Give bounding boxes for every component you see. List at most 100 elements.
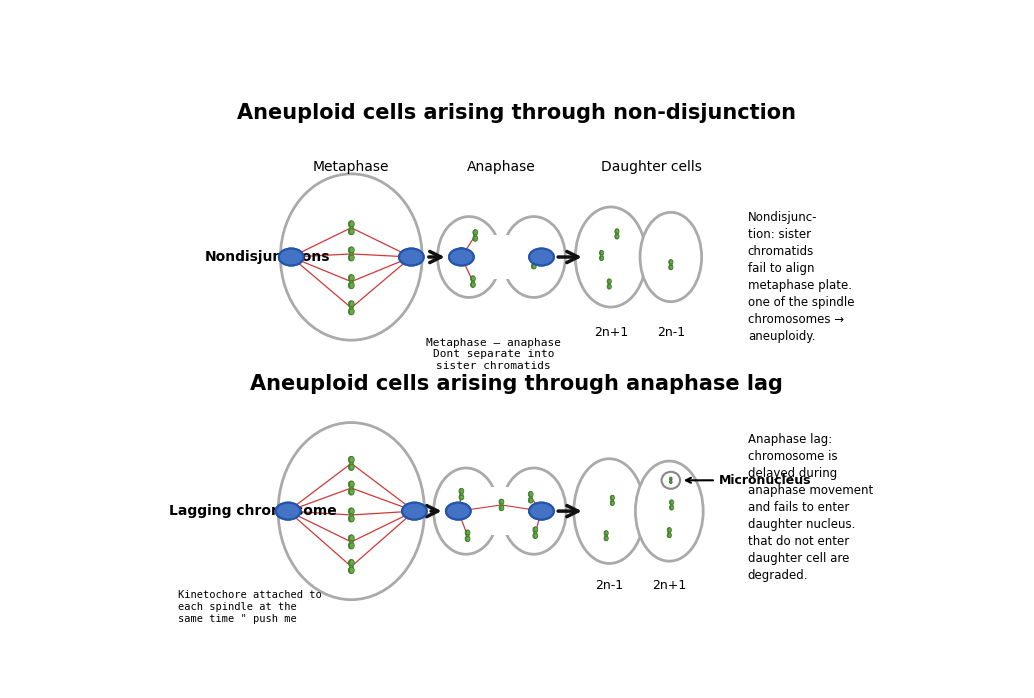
Ellipse shape: [348, 247, 353, 253]
Ellipse shape: [348, 301, 353, 307]
Ellipse shape: [500, 504, 503, 506]
Text: 2n+1: 2n+1: [594, 326, 628, 339]
Ellipse shape: [610, 500, 613, 505]
Ellipse shape: [528, 498, 533, 503]
Ellipse shape: [460, 253, 464, 259]
Ellipse shape: [446, 503, 470, 519]
Text: Kinetochore attached to
each spindle at the
same time " push me: Kinetochore attached to each spindle at …: [178, 591, 322, 623]
Ellipse shape: [351, 541, 354, 543]
Text: 2n-1: 2n-1: [596, 579, 624, 592]
Ellipse shape: [475, 235, 477, 237]
Text: Daughter cells: Daughter cells: [601, 160, 702, 174]
Ellipse shape: [670, 505, 673, 510]
Ellipse shape: [500, 499, 504, 505]
Ellipse shape: [351, 514, 354, 516]
Ellipse shape: [530, 496, 533, 498]
Ellipse shape: [533, 262, 535, 264]
Ellipse shape: [351, 306, 354, 309]
Ellipse shape: [349, 247, 355, 253]
Ellipse shape: [534, 527, 538, 533]
Ellipse shape: [349, 309, 355, 315]
Ellipse shape: [670, 500, 674, 505]
Ellipse shape: [670, 264, 672, 265]
Text: Aneuploid cells arising through anaphase lag: Aneuploid cells arising through anaphase…: [250, 374, 784, 394]
Ellipse shape: [668, 528, 671, 533]
Ellipse shape: [349, 514, 353, 516]
Ellipse shape: [670, 480, 672, 481]
Ellipse shape: [500, 505, 504, 511]
Ellipse shape: [610, 496, 613, 500]
Ellipse shape: [348, 309, 353, 315]
Ellipse shape: [670, 477, 672, 480]
Ellipse shape: [662, 472, 680, 489]
Ellipse shape: [611, 500, 614, 505]
Ellipse shape: [668, 532, 670, 533]
Ellipse shape: [604, 536, 607, 541]
Ellipse shape: [533, 527, 537, 533]
Ellipse shape: [348, 515, 353, 522]
Ellipse shape: [276, 503, 301, 519]
Ellipse shape: [349, 307, 353, 309]
Ellipse shape: [608, 284, 611, 289]
Ellipse shape: [349, 535, 355, 542]
Text: Anaphase: Anaphase: [467, 160, 536, 174]
Text: Anaphase lag:
chromosome is
delayed during
anaphase movement
and fails to enter
: Anaphase lag: chromosome is delayed duri…: [748, 433, 873, 581]
Ellipse shape: [349, 541, 353, 543]
Ellipse shape: [670, 264, 672, 265]
Ellipse shape: [670, 480, 671, 481]
Ellipse shape: [460, 494, 464, 500]
Ellipse shape: [600, 255, 604, 260]
Ellipse shape: [640, 212, 702, 302]
Ellipse shape: [604, 530, 607, 535]
Ellipse shape: [669, 264, 671, 265]
Ellipse shape: [608, 283, 610, 285]
Ellipse shape: [607, 279, 610, 283]
Ellipse shape: [351, 565, 354, 567]
Ellipse shape: [533, 263, 537, 269]
Ellipse shape: [499, 504, 503, 506]
Ellipse shape: [349, 254, 355, 261]
Ellipse shape: [473, 236, 477, 242]
Ellipse shape: [529, 496, 531, 498]
Ellipse shape: [470, 276, 475, 281]
Ellipse shape: [349, 462, 353, 465]
Ellipse shape: [349, 253, 353, 255]
Ellipse shape: [349, 541, 353, 543]
Ellipse shape: [349, 456, 355, 463]
Ellipse shape: [636, 461, 703, 561]
Ellipse shape: [670, 260, 673, 265]
Ellipse shape: [460, 493, 462, 495]
FancyBboxPatch shape: [480, 487, 520, 535]
Ellipse shape: [473, 230, 477, 235]
Ellipse shape: [612, 500, 614, 501]
Ellipse shape: [575, 207, 646, 307]
Ellipse shape: [615, 233, 617, 235]
Ellipse shape: [348, 463, 353, 470]
Ellipse shape: [466, 535, 468, 537]
Ellipse shape: [529, 503, 554, 519]
Ellipse shape: [399, 248, 424, 265]
Ellipse shape: [437, 216, 500, 297]
Ellipse shape: [349, 463, 355, 470]
Ellipse shape: [501, 468, 567, 554]
Ellipse shape: [348, 542, 353, 549]
Ellipse shape: [611, 500, 613, 501]
Ellipse shape: [608, 283, 610, 285]
Ellipse shape: [616, 233, 618, 235]
Ellipse shape: [351, 281, 354, 283]
Ellipse shape: [670, 504, 672, 506]
Ellipse shape: [473, 281, 475, 283]
Ellipse shape: [349, 560, 355, 566]
Ellipse shape: [348, 481, 353, 488]
Ellipse shape: [349, 227, 353, 229]
Ellipse shape: [446, 503, 470, 519]
Ellipse shape: [459, 247, 463, 253]
Ellipse shape: [529, 248, 554, 265]
Ellipse shape: [349, 281, 353, 283]
Ellipse shape: [349, 565, 353, 567]
Ellipse shape: [349, 221, 355, 228]
Text: Aneuploid cells arising through non-disjunction: Aneuploid cells arising through non-disj…: [238, 103, 796, 123]
Ellipse shape: [615, 235, 619, 239]
Text: 2n-1: 2n-1: [657, 326, 685, 339]
Ellipse shape: [402, 503, 427, 519]
